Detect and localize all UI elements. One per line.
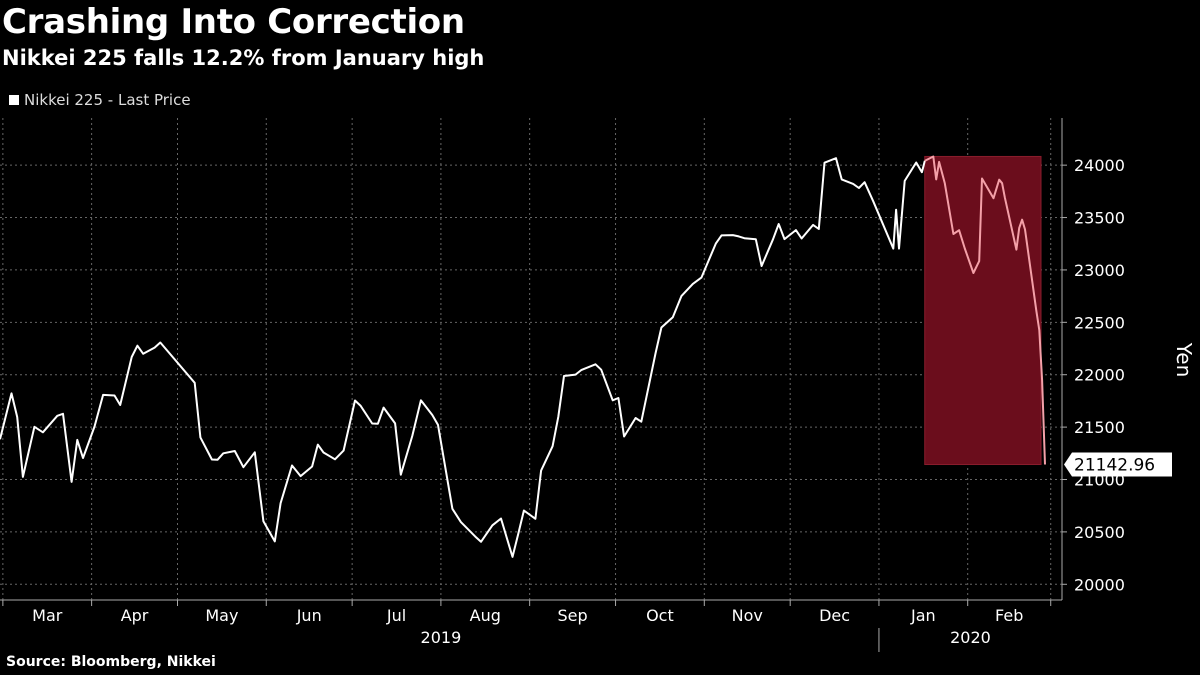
- y-axis-title: Yen: [1172, 342, 1196, 378]
- x-tick-label: May: [205, 606, 238, 625]
- y-tick-label: 24000: [1074, 156, 1125, 175]
- x-tick-label: Sep: [558, 606, 588, 625]
- x-tick-label: Jan: [910, 606, 936, 625]
- x-tick-label: Mar: [32, 606, 63, 625]
- x-tick-label: Jun: [296, 606, 322, 625]
- last-value-tag: [1064, 452, 1172, 477]
- year-label: 2019: [421, 628, 462, 647]
- x-tick-label: Nov: [732, 606, 763, 625]
- x-tick-label: Oct: [646, 606, 674, 625]
- last-value-label: 21142.96: [1074, 456, 1155, 476]
- source-note: Source: Bloomberg, Nikkei: [6, 654, 216, 670]
- chart-title: Crashing Into Correction: [2, 2, 465, 42]
- chart-subtitle: Nikkei 225 falls 12.2% from January high: [2, 46, 485, 70]
- highlight-box: [924, 155, 1042, 466]
- highlight-layer: [924, 155, 1042, 466]
- x-tick-label: Aug: [470, 606, 501, 625]
- y-tick-label: 23500: [1074, 209, 1125, 228]
- y-tick-label: 20500: [1074, 523, 1125, 542]
- grid: [0, 118, 1062, 600]
- y-tick-label: 21500: [1074, 418, 1125, 437]
- x-tick-label: Jul: [386, 606, 406, 625]
- series-line: [0, 157, 926, 558]
- legend-label: Nikkei 225 - Last Price: [24, 91, 191, 109]
- y-tick-label: 23000: [1074, 261, 1125, 280]
- x-tick-label: Dec: [819, 606, 850, 625]
- series-layer: [0, 155, 1046, 558]
- year-label: 2020: [950, 628, 991, 647]
- y-tick-label: 22000: [1074, 366, 1125, 385]
- series-line-highlight: [924, 155, 1046, 465]
- chart-legend: Nikkei 225 - Last Price: [9, 91, 191, 109]
- legend-swatch: [9, 95, 19, 105]
- y-tick-label: 20000: [1074, 575, 1125, 594]
- axes: 2000020500210002150022000225002300023500…: [0, 118, 1172, 652]
- y-tick-label: 22500: [1074, 313, 1125, 332]
- x-tick-label: Apr: [121, 606, 149, 625]
- x-tick-label: Feb: [995, 606, 1023, 625]
